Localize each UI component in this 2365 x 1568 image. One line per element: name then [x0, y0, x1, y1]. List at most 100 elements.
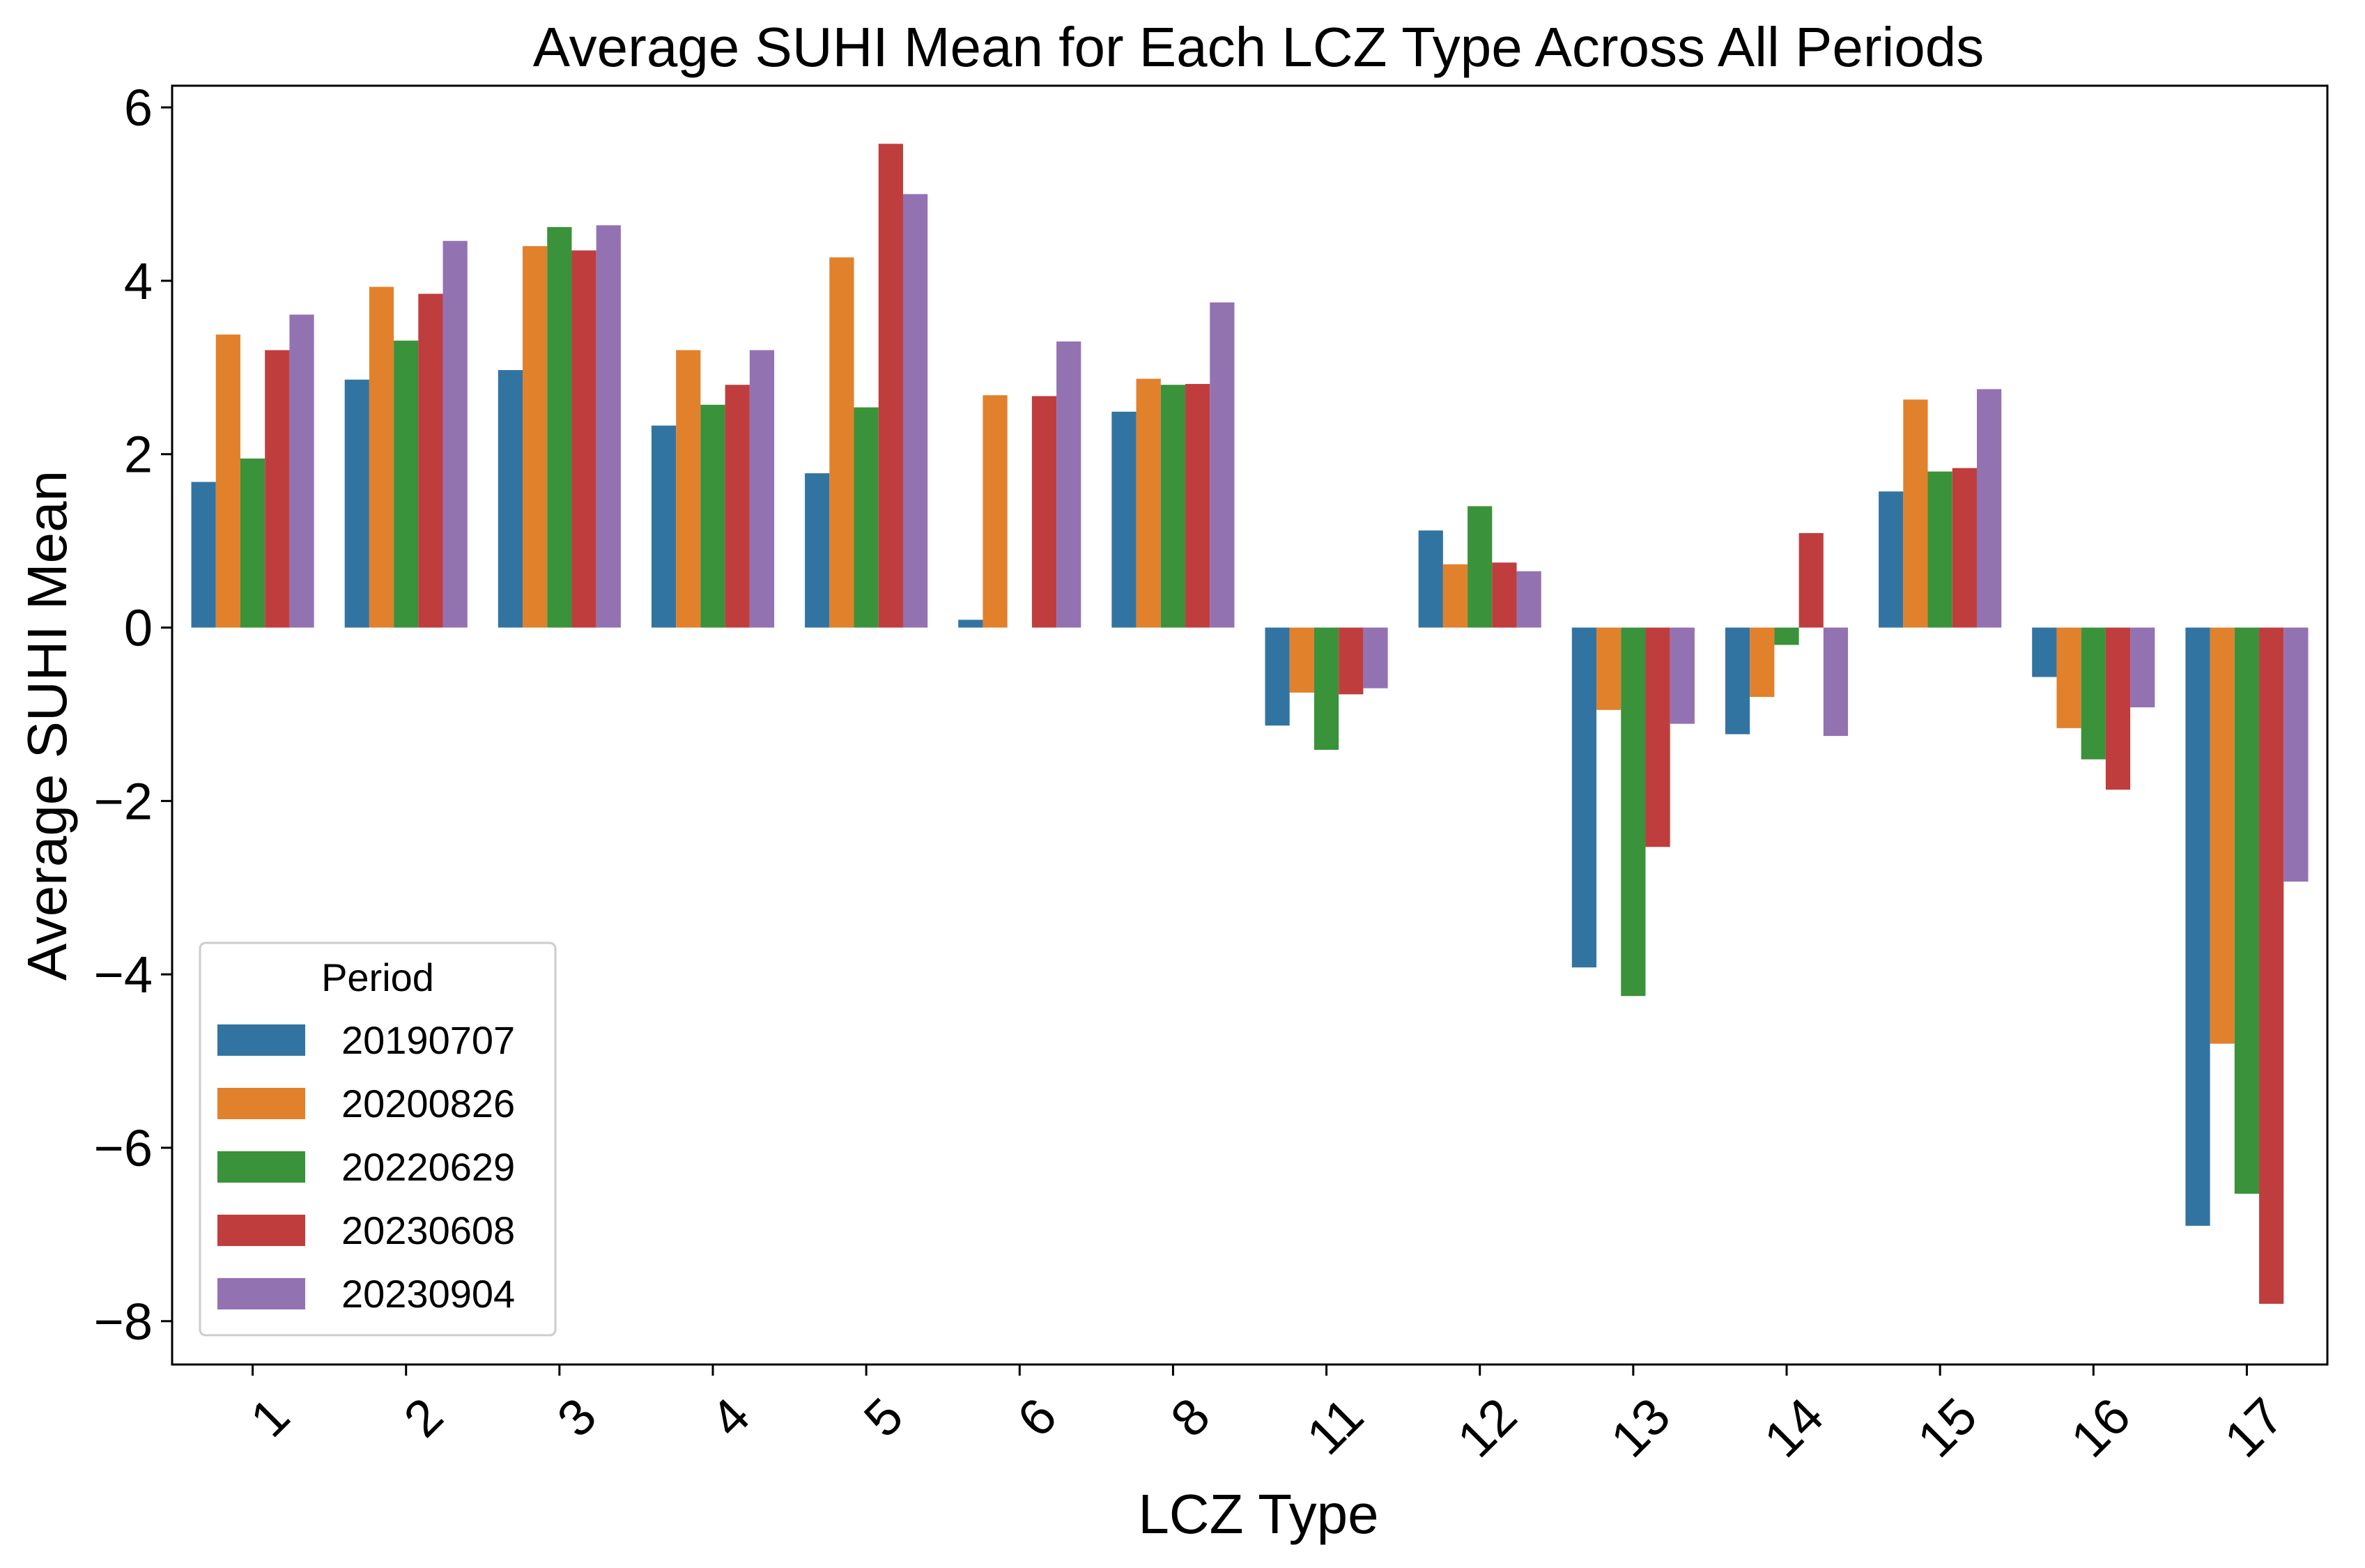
bar-11-20220629	[1314, 627, 1339, 750]
bar-17-20190707	[2185, 627, 2210, 1226]
x-tick-label: 5	[853, 1387, 914, 1448]
bars-group	[191, 144, 2309, 1304]
bar-4-20230608	[725, 385, 750, 628]
bar-1-20190707	[191, 482, 216, 628]
y-tick-label: −2	[94, 772, 153, 830]
bar-8-20220629	[1160, 385, 1186, 628]
bar-16-20200826	[2056, 627, 2081, 728]
bar-12-20230904	[1516, 571, 1541, 628]
x-tick-label: 4	[700, 1387, 761, 1448]
bar-2-20220629	[394, 340, 419, 628]
bar-6-20230904	[1056, 341, 1081, 628]
bar-13-20220629	[1621, 627, 1646, 997]
bar-14-20230904	[1823, 627, 1849, 737]
bar-1-20220629	[240, 458, 265, 628]
bar-16-20190707	[2032, 627, 2057, 677]
bar-6-20190707	[958, 620, 983, 628]
plot-frame	[171, 84, 2329, 1366]
x-tick-label: 15	[1906, 1387, 1988, 1468]
legend-label-20200826: 20200826	[341, 1082, 515, 1125]
bar-16-20220629	[2081, 627, 2106, 760]
legend-swatch-20230904	[217, 1278, 305, 1309]
bar-4-20190707	[651, 425, 677, 628]
bar-3-20220629	[547, 226, 572, 628]
bar-16-20230608	[2105, 627, 2131, 790]
bar-15-20230904	[1976, 389, 2002, 628]
legend-label-20220629: 20220629	[341, 1145, 515, 1189]
bar-11-20200826	[1289, 627, 1314, 693]
y-axis-label: Average SUHI Mean	[16, 470, 78, 981]
x-tick-label: 6	[1006, 1387, 1068, 1448]
legend-swatch-20220629	[217, 1151, 305, 1183]
bar-12-20190707	[1418, 530, 1443, 628]
bar-1-20200826	[215, 335, 240, 628]
x-tick-label: 14	[1753, 1387, 1835, 1468]
bar-6-20230608	[1031, 396, 1057, 628]
bar-5-20200826	[829, 257, 854, 628]
y-tick-label: −6	[94, 1119, 153, 1177]
x-tick-label: 12	[1446, 1387, 1527, 1468]
bar-14-20190707	[1725, 627, 1750, 735]
bar-4-20220629	[700, 404, 725, 628]
bar-8-20230608	[1185, 383, 1210, 628]
x-tick-label: 17	[2213, 1387, 2295, 1468]
bar-2-20200826	[369, 286, 394, 628]
bar-13-20230904	[1670, 627, 1695, 724]
x-tick-label: 1	[239, 1387, 300, 1448]
y-tick-label: −4	[94, 946, 153, 1004]
bar-12-20200826	[1442, 564, 1468, 628]
bar-11-20230608	[1339, 627, 1364, 695]
x-tick-label: 2	[392, 1387, 454, 1448]
x-tick-label: 8	[1160, 1387, 1221, 1448]
bar-8-20200826	[1136, 378, 1161, 628]
x-tick-label: 13	[1600, 1387, 1681, 1468]
x-tick-label: 11	[1295, 1387, 1374, 1466]
bar-15-20190707	[1879, 491, 1904, 628]
bar-16-20230904	[2130, 627, 2155, 707]
bar-4-20200826	[676, 350, 701, 628]
bar-5-20230904	[902, 194, 928, 628]
chart-title: Average SUHI Mean for Each LCZ Type Acro…	[533, 16, 1984, 78]
y-tick-label: 0	[124, 599, 153, 657]
legend-label-20230904: 20230904	[341, 1272, 515, 1316]
x-axis-label: LCZ Type	[1138, 1483, 1378, 1545]
bar-14-20200826	[1750, 627, 1775, 698]
x-axis: 1 2 3 4 5 6 8 11 12 13 14 15 16 17	[239, 1365, 2295, 1468]
bar-15-20230608	[1952, 468, 1977, 628]
bar-12-20230608	[1492, 562, 1517, 628]
legend-swatch-20230608	[217, 1215, 305, 1246]
bar-15-20220629	[1927, 471, 1952, 628]
legend-swatch-20190707	[217, 1024, 305, 1056]
bar-11-20230904	[1363, 627, 1388, 689]
bar-3-20200826	[523, 246, 548, 628]
legend-title: Period	[321, 955, 434, 999]
bar-14-20230608	[1798, 532, 1824, 628]
bar-15-20200826	[1903, 399, 1928, 628]
bar-8-20190707	[1111, 411, 1137, 628]
y-tick-label: −8	[94, 1293, 153, 1351]
x-tick-label: 3	[546, 1387, 608, 1448]
y-tick-label: 4	[124, 252, 153, 310]
bar-3-20230608	[571, 250, 596, 628]
bar-5-20190707	[805, 473, 830, 628]
y-axis: 6 4 2 0 −2 −4 −6 −8	[94, 79, 172, 1351]
bar-6-20200826	[983, 395, 1008, 628]
bar-17-20230608	[2259, 627, 2284, 1304]
bar-2-20230608	[418, 293, 443, 628]
bar-2-20190707	[344, 379, 369, 628]
bar-12-20220629	[1467, 506, 1493, 628]
bar-5-20220629	[854, 407, 879, 628]
bar-5-20230608	[878, 144, 903, 628]
bar-13-20190707	[1571, 627, 1597, 968]
y-tick-label: 2	[124, 426, 153, 484]
legend-label-20230608: 20230608	[341, 1208, 515, 1252]
bar-4-20230904	[749, 350, 775, 628]
bar-13-20230608	[1645, 627, 1670, 847]
bar-3-20190707	[498, 370, 523, 628]
x-tick-label: 16	[2060, 1387, 2141, 1468]
bar-1-20230904	[289, 314, 314, 628]
bar-8-20230904	[1210, 302, 1235, 628]
bar-17-20220629	[2234, 627, 2260, 1194]
bar-17-20230904	[2283, 627, 2309, 882]
